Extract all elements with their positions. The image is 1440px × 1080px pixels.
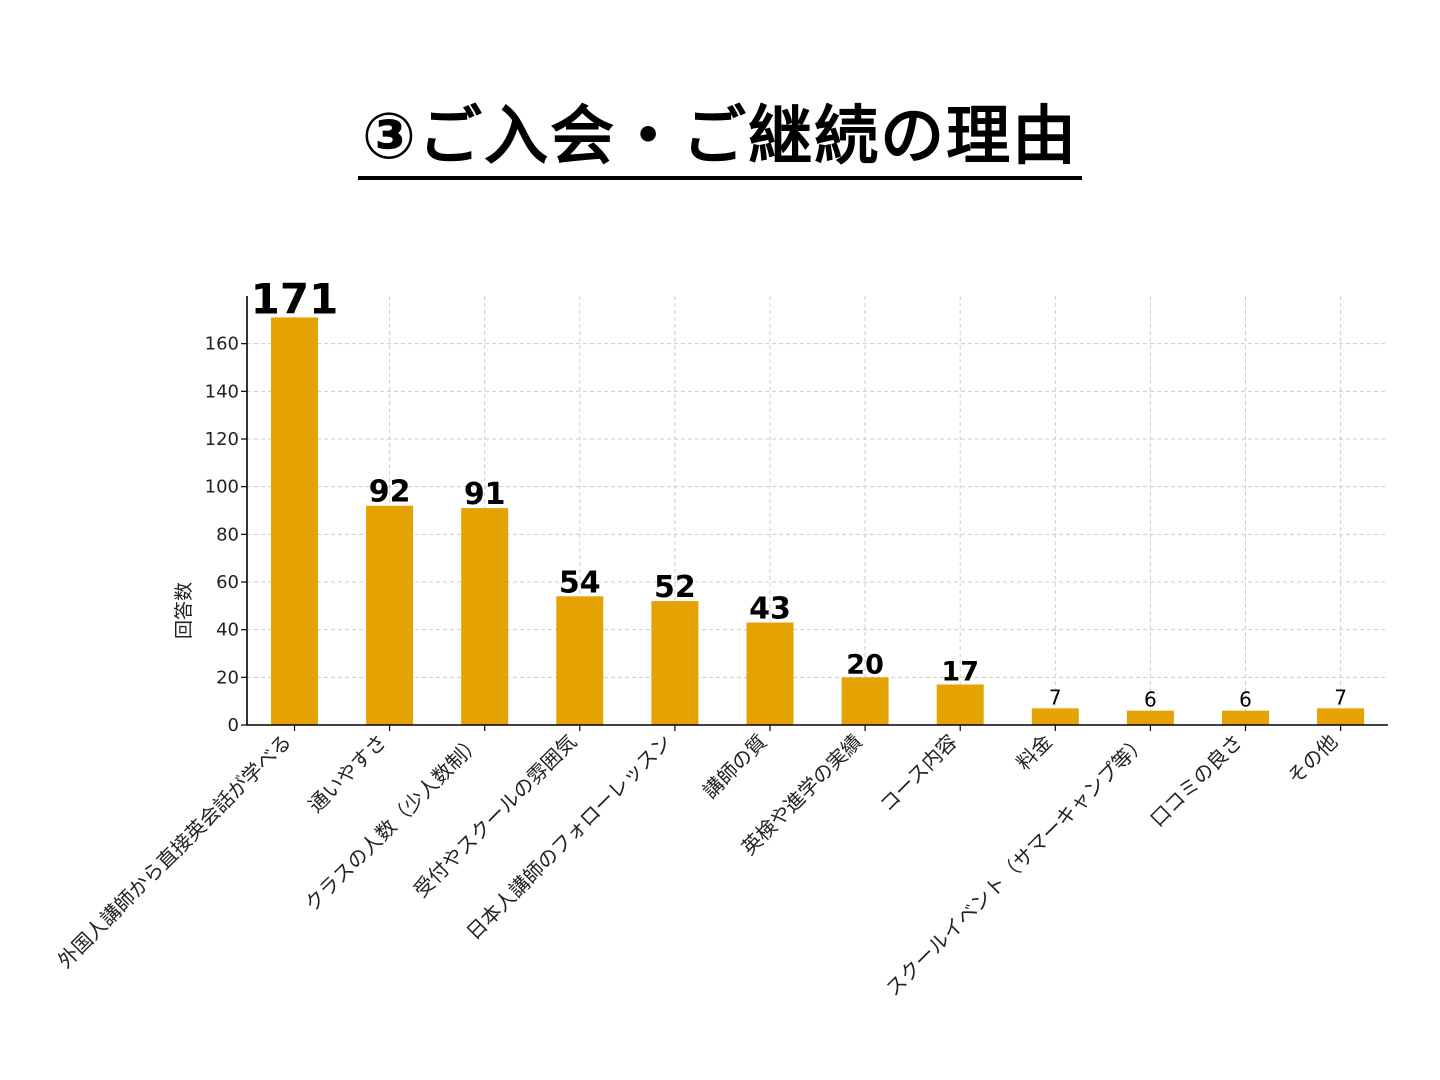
bar [1031, 708, 1079, 725]
y-tick-label: 120 [205, 429, 239, 450]
y-axis-label: 回答数 [173, 582, 195, 639]
y-tick-label: 160 [205, 334, 239, 355]
y-tick-label: 40 [216, 620, 239, 641]
bar [1126, 710, 1174, 725]
bar [1222, 710, 1269, 725]
bar [1317, 708, 1365, 725]
x-tick-label: 外国人講師から直接英会話が学べる [53, 730, 296, 973]
data-label: 91 [464, 477, 506, 512]
bar [936, 684, 984, 725]
bar [271, 317, 318, 725]
data-label: 6 [1144, 688, 1157, 712]
y-tick-label: 140 [205, 381, 239, 402]
y-tick-label: 60 [216, 572, 239, 593]
bar [746, 622, 794, 725]
data-label: 92 [369, 475, 411, 510]
y-tick-label: 20 [216, 667, 239, 688]
data-label: 171 [251, 274, 339, 323]
bar [651, 601, 699, 725]
bar [841, 677, 889, 725]
page-title-text: ③ご入会・ご継続の理由 [357, 98, 1083, 180]
bar [461, 508, 509, 725]
y-tick-label: 80 [216, 524, 239, 545]
data-label: 7 [1334, 685, 1347, 709]
data-label: 52 [654, 570, 696, 605]
x-tick-label: 通いやすさ [303, 730, 391, 818]
y-tick-label: 0 [228, 715, 239, 736]
data-label: 43 [749, 592, 791, 627]
bar [556, 596, 604, 725]
data-label: 20 [846, 649, 884, 680]
bar [366, 505, 414, 725]
x-tick-label: その他 [1283, 730, 1342, 789]
x-tick-label: 講師の質 [698, 730, 772, 804]
x-tick-label: コース内容 [875, 730, 962, 817]
x-tick-label: 受付やスクールの雰囲気 [409, 730, 582, 903]
page-title: ③ご入会・ご継続の理由 [0, 98, 1440, 180]
data-label: 6 [1239, 688, 1252, 712]
x-tick-label: クラスの人数（少人数制） [300, 730, 486, 916]
x-tick-label: 口コミの良さ [1145, 730, 1247, 832]
y-tick-label: 100 [205, 477, 239, 498]
x-tick-label: 日本人講師のフォローレッスン [461, 730, 676, 945]
data-label: 54 [559, 565, 601, 600]
data-label: 7 [1049, 685, 1062, 709]
data-label: 17 [941, 656, 979, 687]
x-tick-label: 料金 [1012, 730, 1057, 775]
